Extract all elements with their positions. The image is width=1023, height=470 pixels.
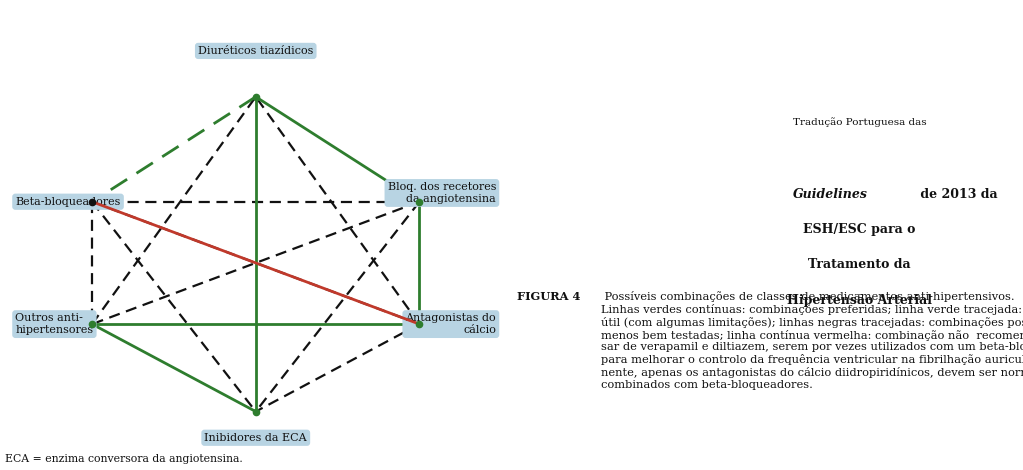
Text: Hipertensão Arterial: Hipertensão Arterial <box>787 294 932 307</box>
Text: Diuréticos tiazídicos: Diuréticos tiazídicos <box>198 46 313 56</box>
Text: Inibidores da ECA: Inibidores da ECA <box>205 433 307 443</box>
Text: de 2013 da: de 2013 da <box>916 188 997 201</box>
Text: Bloq. dos recetores
da angiotensina: Bloq. dos recetores da angiotensina <box>388 182 496 204</box>
Text: Outros anti-
hipertensores: Outros anti- hipertensores <box>15 313 93 335</box>
Text: ECA = enzima conversora da angiotensina.: ECA = enzima conversora da angiotensina. <box>5 454 242 464</box>
Text: Beta-bloqueadores: Beta-bloqueadores <box>15 197 121 207</box>
Text: Tradução Portuguesa das: Tradução Portuguesa das <box>793 118 926 127</box>
Text: FIGURA 4: FIGURA 4 <box>517 291 580 302</box>
Text: Tratamento da: Tratamento da <box>808 258 910 272</box>
Text: Possíveis combinações de classes de medicamentos anti-hipertensivos.
Linhas verd: Possíveis combinações de classes de medi… <box>602 291 1023 390</box>
Text: ESH/ESC para o: ESH/ESC para o <box>803 223 916 236</box>
Text: Guidelines: Guidelines <box>793 188 868 201</box>
Text: Antagonistas do
cálcio: Antagonistas do cálcio <box>405 313 496 335</box>
